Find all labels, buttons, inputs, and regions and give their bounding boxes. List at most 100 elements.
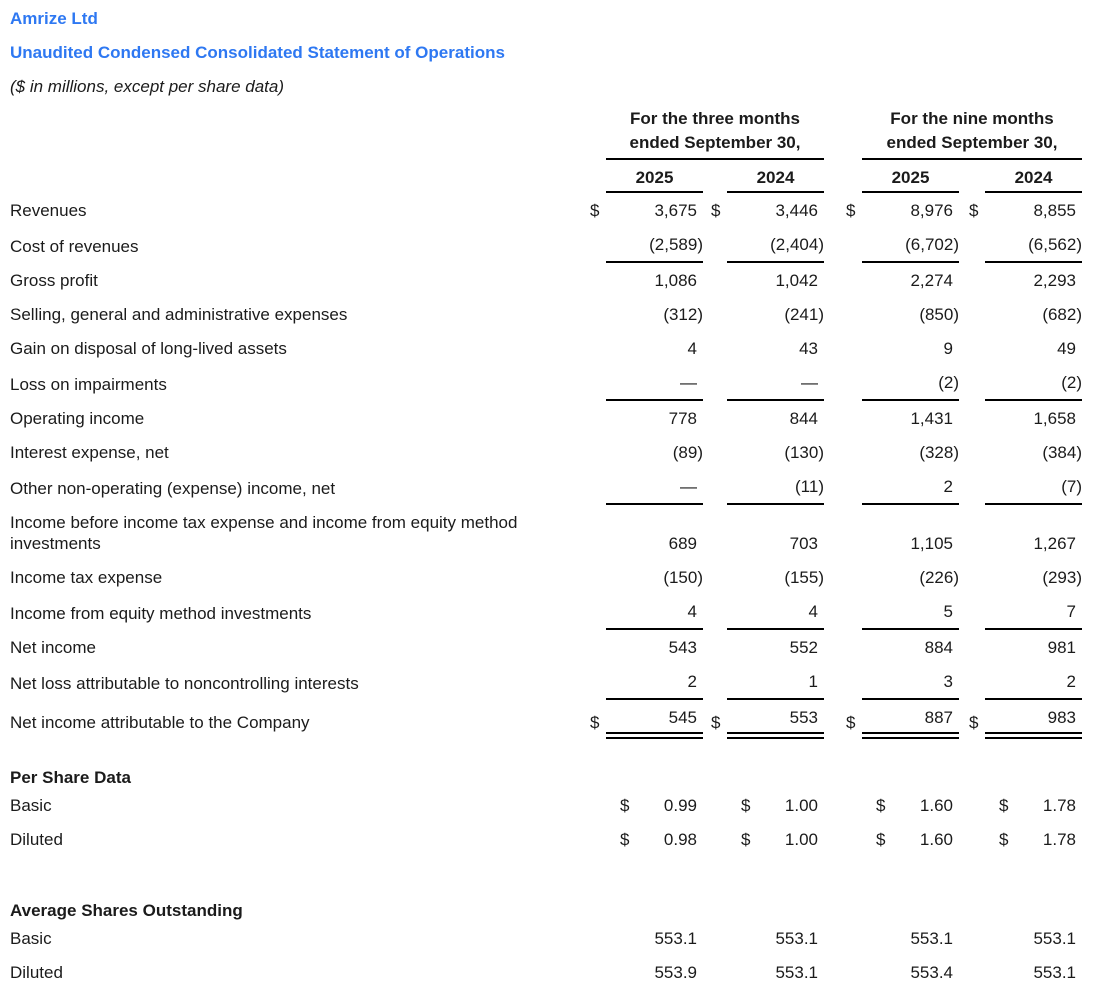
value: 7 bbox=[1066, 602, 1076, 621]
column-gap bbox=[824, 401, 846, 435]
column-gap bbox=[824, 788, 846, 822]
column-gap bbox=[959, 594, 969, 630]
table-row: Gross profit 1,086 1,042 2,274 2,293 bbox=[10, 263, 1082, 297]
currency-symbol: $ bbox=[999, 796, 1009, 815]
table-row: Operating income 778 844 1,431 1,658 bbox=[10, 401, 1082, 435]
value: (150) bbox=[663, 568, 703, 587]
row-label: Gain on disposal of long-lived assets bbox=[10, 339, 287, 358]
value: 553.1 bbox=[1033, 929, 1076, 948]
value: 2,293 bbox=[1033, 271, 1076, 290]
statement-title: Unaudited Condensed Consolidated Stateme… bbox=[10, 43, 505, 62]
value-cell: 778 bbox=[606, 401, 703, 435]
table-row: Selling, general and administrative expe… bbox=[10, 297, 1082, 331]
value: 2 bbox=[943, 477, 953, 496]
column-gap bbox=[824, 955, 846, 989]
column-gap bbox=[703, 297, 711, 331]
table-row: Net loss attributable to noncontrolling … bbox=[10, 664, 1082, 700]
column-gap bbox=[703, 921, 711, 955]
value: 9 bbox=[943, 339, 953, 358]
column-gap bbox=[959, 160, 969, 193]
value: 1.78 bbox=[1042, 796, 1076, 815]
value-cell: 5 bbox=[862, 594, 959, 630]
value-cell: 983 bbox=[985, 700, 1082, 739]
table-row: Diluted 553.9 553.1 553.4 553.1 bbox=[10, 955, 1082, 989]
currency-cell bbox=[711, 822, 727, 856]
value: 553.1 bbox=[775, 963, 818, 982]
column-gap bbox=[959, 822, 969, 856]
avg-shares-heading: Average Shares Outstanding bbox=[10, 901, 243, 920]
currency-cell bbox=[590, 469, 606, 505]
column-gap bbox=[824, 594, 846, 630]
currency-symbol: $ bbox=[876, 796, 886, 815]
row-label: Income from equity method investments bbox=[10, 604, 312, 623]
table-row: Net income attributable to the Company $5… bbox=[10, 700, 1082, 739]
currency-cell bbox=[969, 822, 985, 856]
value: 552 bbox=[789, 638, 818, 657]
currency-cell bbox=[969, 365, 985, 401]
header-spacer bbox=[10, 107, 590, 160]
value-cell: (2) bbox=[985, 365, 1082, 401]
value-cell: 553.4 bbox=[862, 955, 959, 989]
currency-cell bbox=[711, 955, 727, 989]
value-cell: 1,042 bbox=[727, 263, 824, 297]
currency-cell bbox=[711, 664, 727, 700]
value-cell: 552 bbox=[727, 630, 824, 664]
value-cell: 2 bbox=[862, 469, 959, 505]
value-cell: 884 bbox=[862, 630, 959, 664]
table-row: Other non-operating (expense) income, ne… bbox=[10, 469, 1082, 505]
value: 4 bbox=[808, 602, 818, 621]
value-cell: 703 bbox=[727, 505, 824, 560]
value: 4 bbox=[687, 339, 697, 358]
value: 689 bbox=[668, 534, 697, 553]
value: (11) bbox=[795, 477, 824, 496]
row-label: Income tax expense bbox=[10, 568, 163, 587]
currency-cell bbox=[711, 331, 727, 365]
value-cell: 7 bbox=[985, 594, 1082, 630]
per-share-rows: Basic $0.99 $1.00 $1.60 $1.78 Diluted $0.98 $1.… bbox=[10, 788, 1082, 856]
column-gap bbox=[824, 560, 846, 594]
currency-cell bbox=[969, 401, 985, 435]
value: 4 bbox=[687, 602, 697, 621]
currency-symbol: $ bbox=[620, 830, 630, 849]
column-gap bbox=[959, 263, 969, 297]
column-gap bbox=[824, 365, 846, 401]
currency-cell bbox=[846, 365, 862, 401]
value: (7) bbox=[1061, 477, 1082, 496]
value: (2,589) bbox=[649, 235, 703, 254]
column-gap bbox=[959, 227, 969, 263]
currency-symbol: $ bbox=[741, 830, 751, 849]
value: (384) bbox=[1042, 443, 1082, 462]
column-gap bbox=[959, 469, 969, 505]
value-cell: (2,404) bbox=[727, 227, 824, 263]
value: 703 bbox=[789, 534, 818, 553]
row-label: Basic bbox=[10, 796, 52, 815]
value: 3,446 bbox=[775, 201, 818, 220]
year-header: 2024 bbox=[985, 160, 1082, 193]
currency-cell bbox=[969, 594, 985, 630]
value-cell: 2,293 bbox=[985, 263, 1082, 297]
value-cell: 689 bbox=[606, 505, 703, 560]
value-cell: 1,267 bbox=[985, 505, 1082, 560]
column-gap bbox=[703, 227, 711, 263]
value-cell: 43 bbox=[727, 331, 824, 365]
value: 553.1 bbox=[654, 929, 697, 948]
value-cell: 553.1 bbox=[727, 921, 824, 955]
currency-cell bbox=[711, 469, 727, 505]
currency-cell bbox=[711, 263, 727, 297]
currency-cell bbox=[590, 227, 606, 263]
currency-cell bbox=[590, 560, 606, 594]
currency-cell: $ bbox=[711, 201, 721, 220]
currency-cell bbox=[846, 630, 862, 664]
currency-cell bbox=[711, 921, 727, 955]
value-cell: 3,446 bbox=[727, 193, 824, 227]
years-header-row: 2025 2024 2025 2024 bbox=[10, 160, 1082, 193]
currency-cell bbox=[846, 331, 862, 365]
value: 553.4 bbox=[910, 963, 953, 982]
column-gap bbox=[824, 921, 846, 955]
value: 553.1 bbox=[775, 929, 818, 948]
column-gap bbox=[703, 331, 711, 365]
statement-table-body: Revenues $3,675 $3,446 $8,976 $8,855 Cost of … bbox=[10, 193, 1082, 739]
currency-cell bbox=[711, 297, 727, 331]
row-label: Other non-operating (expense) income, ne… bbox=[10, 479, 336, 498]
value: 8,976 bbox=[910, 201, 953, 220]
